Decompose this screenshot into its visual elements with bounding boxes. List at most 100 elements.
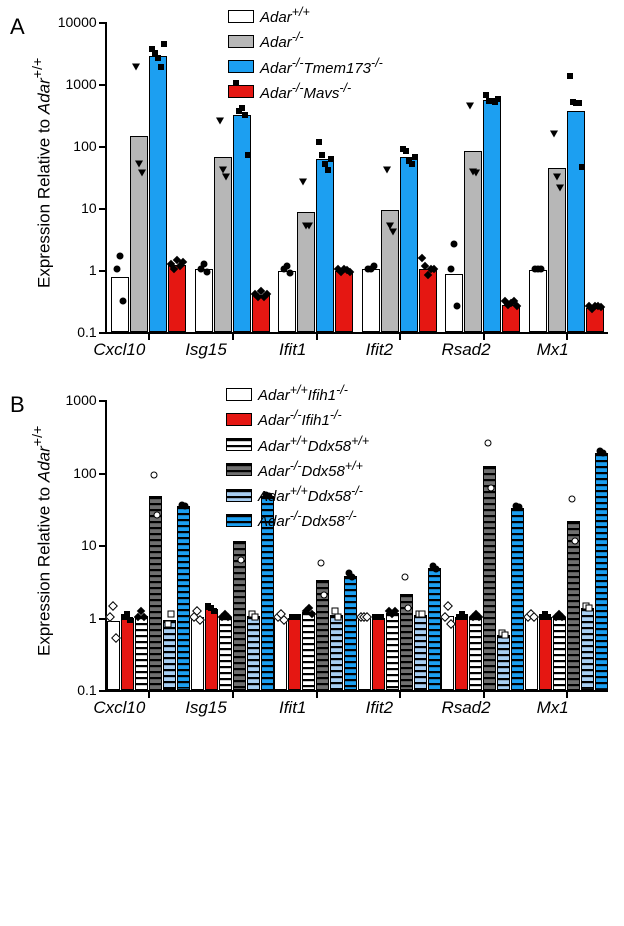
y-tick-label: 0.1 <box>77 324 106 340</box>
data-point <box>553 174 561 181</box>
bar <box>567 111 585 332</box>
data-point <box>316 139 322 145</box>
bar <box>595 453 608 690</box>
data-point <box>516 504 523 511</box>
legend-item: Adar-/-Ifih1-/- <box>226 407 369 431</box>
bar <box>511 508 524 690</box>
bar <box>358 618 371 691</box>
bar <box>414 615 427 691</box>
data-point <box>119 298 126 305</box>
legend-item: Adar-/-Ddx58-/- <box>226 508 369 532</box>
bar <box>297 212 315 332</box>
bar <box>441 616 454 690</box>
legend-swatch <box>228 10 254 23</box>
legend-label: Adar+/+Ddx58+/+ <box>258 433 369 457</box>
legend-label: Adar-/-Ddx58+/+ <box>258 458 363 482</box>
data-point <box>328 156 334 162</box>
bar <box>107 621 120 690</box>
data-point <box>349 574 356 581</box>
x-tick-label: Ifit2 <box>336 698 423 718</box>
data-point <box>242 112 248 118</box>
data-point <box>550 131 558 138</box>
data-point <box>150 471 157 478</box>
data-point <box>576 100 582 106</box>
data-point <box>579 164 585 170</box>
data-point <box>219 166 227 173</box>
data-point <box>567 73 573 79</box>
bar-group <box>190 115 274 332</box>
data-point <box>237 557 244 564</box>
y-tick-label: 1000 <box>66 76 107 92</box>
y-tick-label: 100 <box>73 465 106 481</box>
bar <box>195 269 213 332</box>
data-point <box>167 610 174 617</box>
bar <box>529 270 547 332</box>
x-tick-label: Cxcl10 <box>76 698 163 718</box>
legend-swatch <box>228 35 254 48</box>
data-point <box>537 266 544 273</box>
data-point <box>113 266 120 273</box>
data-point <box>485 439 492 446</box>
bar-group <box>441 466 525 690</box>
data-point <box>132 64 140 71</box>
data-point <box>495 96 501 102</box>
data-point <box>203 268 210 275</box>
legend-item: Adar+/+ <box>228 4 383 28</box>
data-point <box>404 605 411 612</box>
x-tick <box>316 332 318 340</box>
bar <box>247 616 260 690</box>
bar-group <box>274 159 358 332</box>
data-point <box>153 512 160 519</box>
bar-group <box>274 576 358 690</box>
bar <box>168 265 186 332</box>
legend-swatch <box>226 463 252 476</box>
x-tick <box>399 690 401 698</box>
legend-swatch <box>226 388 252 401</box>
bar <box>233 115 251 332</box>
bar <box>344 576 357 690</box>
bar <box>525 617 538 691</box>
x-tick-label: Isg15 <box>163 698 250 718</box>
x-tick-label: Mx1 <box>509 698 596 718</box>
x-tick <box>232 690 234 698</box>
bar <box>428 568 441 690</box>
bar <box>274 618 287 690</box>
data-point <box>451 241 458 248</box>
data-point <box>558 612 566 620</box>
bar <box>553 617 566 691</box>
legend-item: Adar-/-Ddx58+/+ <box>226 458 369 482</box>
data-point <box>200 261 207 268</box>
bar <box>455 617 468 691</box>
bar <box>163 620 176 690</box>
data-point <box>389 228 397 235</box>
bar <box>362 269 380 332</box>
data-point <box>138 170 146 177</box>
legend-label: Adar+/+Ddx58-/- <box>258 483 363 507</box>
data-point <box>401 574 408 581</box>
data-point <box>418 610 425 617</box>
data-point <box>488 484 495 491</box>
legend-item: Adar-/-Tmem173-/- <box>228 55 383 79</box>
bar <box>149 496 162 690</box>
bar <box>252 295 270 332</box>
data-point <box>299 179 307 186</box>
panel-B-label: B <box>10 392 25 418</box>
legend-label: Adar-/-Tmem173-/- <box>260 55 383 79</box>
x-tick <box>483 690 485 698</box>
bar <box>381 210 399 332</box>
legend-swatch <box>226 489 252 502</box>
data-point <box>222 174 230 181</box>
x-tick-label: Cxcl10 <box>76 340 163 360</box>
legend-item: Adar-/-Mavs-/- <box>228 80 383 104</box>
data-point <box>454 303 461 310</box>
data-point <box>127 617 133 623</box>
data-point <box>472 170 480 177</box>
x-tick <box>316 690 318 698</box>
data-point <box>164 620 171 627</box>
y-tick-label: 10 <box>81 537 107 553</box>
bar <box>335 271 353 332</box>
panel-B: B Adar+/+Ifih1-/- Adar-/-Ifih1-/- Adar+/… <box>8 390 608 718</box>
data-point <box>124 611 130 617</box>
data-point <box>585 605 592 612</box>
bar <box>483 100 501 332</box>
